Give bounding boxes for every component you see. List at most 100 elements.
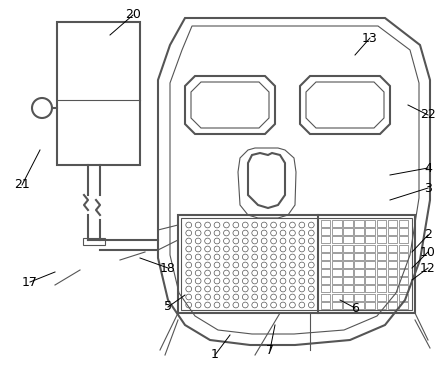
Bar — [343, 244, 353, 251]
Bar — [399, 244, 408, 251]
Bar — [343, 236, 353, 243]
Bar — [377, 236, 386, 243]
Bar — [399, 302, 408, 309]
Bar — [332, 269, 342, 276]
Text: 4: 4 — [424, 161, 432, 174]
Bar — [321, 294, 330, 301]
Bar — [388, 228, 397, 235]
Bar — [343, 302, 353, 309]
Bar — [332, 302, 342, 309]
Bar — [332, 244, 342, 251]
Bar — [377, 244, 386, 251]
Bar — [321, 286, 330, 292]
Bar — [399, 269, 408, 276]
Bar — [365, 228, 375, 235]
Bar — [388, 269, 397, 276]
Bar — [388, 253, 397, 260]
Bar — [399, 286, 408, 292]
Bar — [377, 294, 386, 301]
Bar — [321, 269, 330, 276]
Bar — [377, 228, 386, 235]
Bar — [399, 294, 408, 301]
Bar — [388, 302, 397, 309]
Bar — [377, 286, 386, 292]
Bar — [332, 294, 342, 301]
Bar — [388, 236, 397, 243]
Bar — [332, 261, 342, 268]
Bar — [365, 261, 375, 268]
Bar — [399, 220, 408, 227]
Bar — [343, 294, 353, 301]
Bar — [399, 236, 408, 243]
Text: 12: 12 — [420, 262, 436, 275]
Bar — [332, 228, 342, 235]
Bar — [399, 228, 408, 235]
Bar — [388, 261, 397, 268]
Bar — [388, 244, 397, 251]
Text: 13: 13 — [362, 32, 378, 44]
Bar — [365, 236, 375, 243]
Text: 18: 18 — [160, 262, 176, 275]
Text: 5: 5 — [164, 301, 172, 313]
Bar — [388, 286, 397, 292]
Text: 20: 20 — [125, 8, 141, 22]
Bar — [321, 244, 330, 251]
Bar — [354, 269, 364, 276]
Bar — [332, 277, 342, 284]
Bar — [365, 253, 375, 260]
Bar — [332, 220, 342, 227]
Text: 17: 17 — [22, 276, 38, 288]
Bar — [321, 220, 330, 227]
Bar — [377, 261, 386, 268]
Text: 1: 1 — [211, 349, 219, 361]
Text: 7: 7 — [266, 344, 274, 356]
Bar — [332, 286, 342, 292]
Bar — [354, 228, 364, 235]
Bar — [343, 277, 353, 284]
Bar — [377, 269, 386, 276]
Bar — [343, 261, 353, 268]
Bar — [365, 294, 375, 301]
Bar — [354, 236, 364, 243]
Text: 22: 22 — [420, 109, 436, 121]
Bar — [343, 286, 353, 292]
Bar — [343, 253, 353, 260]
Bar — [332, 253, 342, 260]
Bar — [365, 302, 375, 309]
Bar — [388, 294, 397, 301]
Text: 10: 10 — [420, 246, 436, 258]
Bar — [321, 261, 330, 268]
Bar — [354, 261, 364, 268]
Bar — [399, 253, 408, 260]
Bar — [365, 269, 375, 276]
Bar — [365, 286, 375, 292]
Bar — [321, 236, 330, 243]
Text: 3: 3 — [424, 182, 432, 195]
Bar — [321, 228, 330, 235]
Bar — [399, 277, 408, 284]
Bar — [377, 220, 386, 227]
Bar — [354, 220, 364, 227]
Bar — [354, 244, 364, 251]
Bar — [343, 269, 353, 276]
Text: 2: 2 — [424, 229, 432, 241]
Bar — [354, 286, 364, 292]
Bar — [365, 244, 375, 251]
Bar — [343, 220, 353, 227]
Text: 6: 6 — [351, 302, 359, 315]
Bar — [354, 277, 364, 284]
Bar — [377, 253, 386, 260]
Bar — [354, 253, 364, 260]
Bar — [377, 277, 386, 284]
Bar — [321, 253, 330, 260]
Bar — [388, 277, 397, 284]
Bar — [377, 302, 386, 309]
Bar — [321, 277, 330, 284]
Bar — [332, 236, 342, 243]
Bar — [354, 302, 364, 309]
Bar — [399, 261, 408, 268]
Bar — [365, 220, 375, 227]
Bar — [321, 302, 330, 309]
Text: 21: 21 — [14, 178, 30, 192]
Bar — [354, 294, 364, 301]
